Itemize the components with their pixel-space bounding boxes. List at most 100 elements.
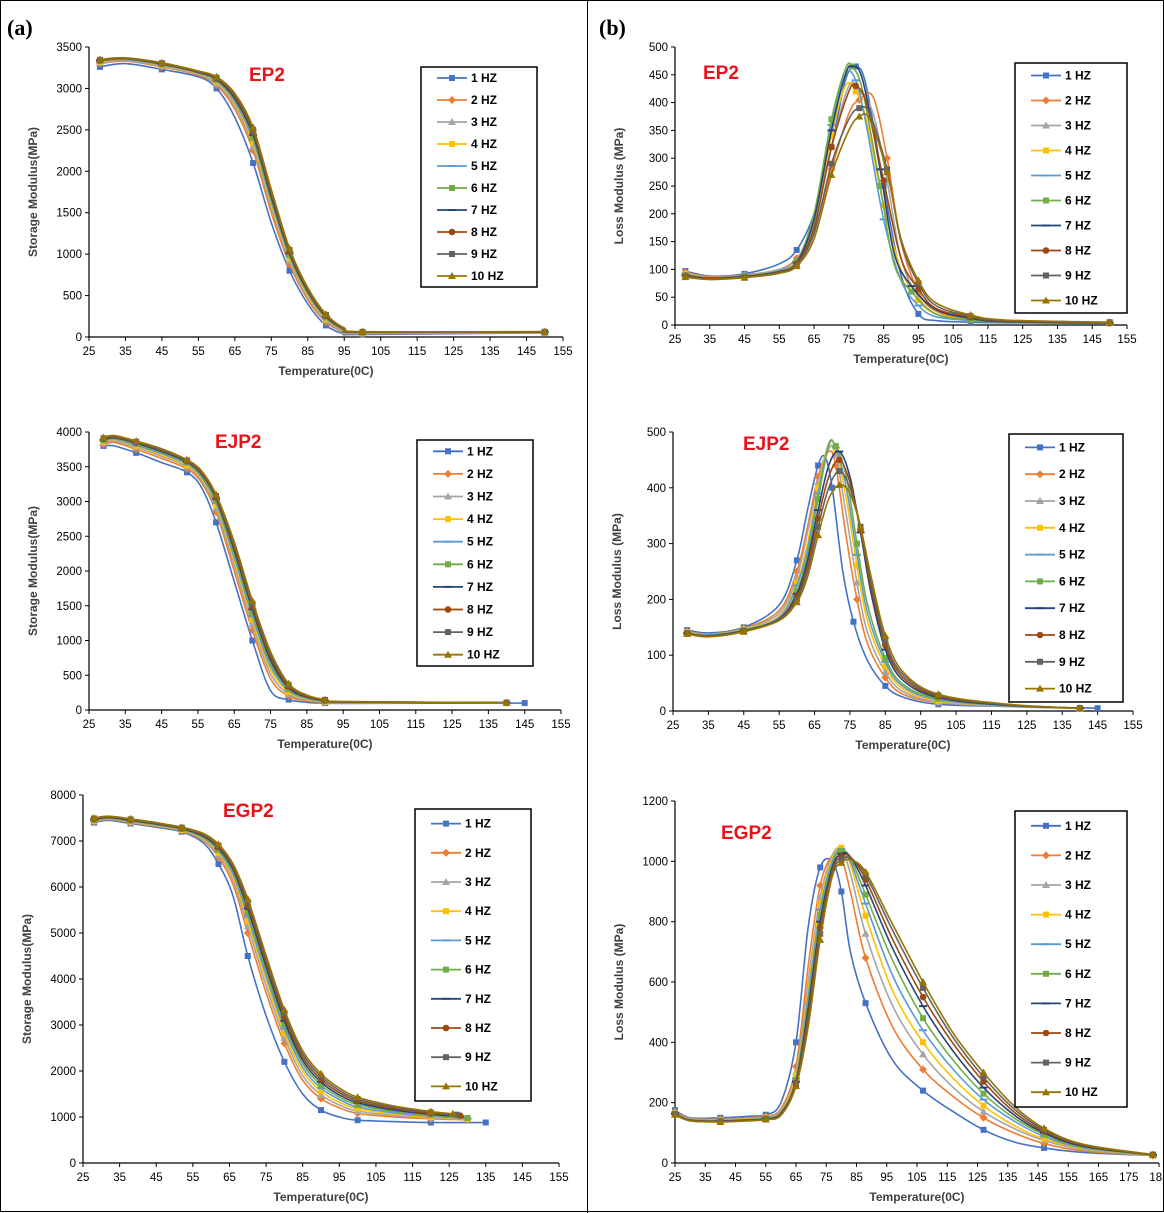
- x-axis-label: Temperature(0C): [869, 1190, 964, 1204]
- data-point: [853, 578, 861, 586]
- y-tick-label: 0: [76, 332, 82, 344]
- x-tick-label: 65: [223, 1172, 236, 1184]
- legend-label: 1 HZ: [1065, 819, 1091, 833]
- x-tick-label: 95: [337, 719, 350, 731]
- data-point: [250, 134, 257, 141]
- data-point: [854, 562, 860, 569]
- legend-label: 10 HZ: [471, 269, 504, 283]
- legend-marker: [445, 516, 451, 523]
- x-tick-label: 55: [759, 1172, 772, 1184]
- series-line-5-hz: [93, 817, 468, 1120]
- legend-marker: [1042, 1088, 1050, 1096]
- data-point: [248, 596, 257, 604]
- y-tick-label: 1200: [642, 796, 668, 808]
- chart-title: EJP2: [743, 434, 789, 455]
- x-tick-label: 45: [150, 1172, 163, 1184]
- legend-marker: [1037, 658, 1043, 665]
- data-point: [920, 1087, 927, 1094]
- legend-label: 6 HZ: [1065, 194, 1091, 208]
- legend-marker: [1042, 296, 1050, 304]
- legend-marker: [448, 96, 456, 104]
- series-line-8-hz: [93, 816, 461, 1117]
- legend-label: 5 HZ: [1065, 937, 1091, 951]
- legend-label: 5 HZ: [467, 535, 493, 549]
- legend-marker: [1043, 147, 1049, 154]
- data-point: [213, 519, 220, 526]
- legend-label: 10 HZ: [1059, 682, 1092, 696]
- data-point: [919, 1005, 928, 1008]
- x-tick-label: 85: [879, 720, 892, 732]
- series-line-9-hz: [93, 815, 457, 1116]
- legend-marker: [1042, 881, 1050, 888]
- data-point: [354, 1105, 361, 1112]
- legend-marker: [1043, 911, 1049, 918]
- data-point: [681, 273, 690, 281]
- data-point: [249, 123, 258, 131]
- legend-label: 8 HZ: [1059, 628, 1085, 642]
- x-tick-label: 145: [513, 1172, 532, 1184]
- x-tick-label: 55: [186, 1172, 199, 1184]
- y-tick-label: 1000: [642, 856, 668, 868]
- chart-ep2-loss-modulus: 0 50 100 150 200 250 300 350 400 450 500 25 35 45 55 65…: [612, 42, 1137, 366]
- legend-label: 2 HZ: [1065, 848, 1091, 862]
- x-tick-label: 95: [333, 1172, 346, 1184]
- data-point: [243, 915, 252, 918]
- y-tick-label: 4000: [56, 427, 82, 439]
- data-point: [882, 682, 889, 689]
- series-8-hz: [90, 815, 464, 1119]
- data-point: [828, 143, 835, 151]
- y-tick-label: 1000: [56, 249, 82, 261]
- legend-label: 7 HZ: [1059, 601, 1085, 615]
- data-point: [881, 648, 890, 651]
- y-tick-label: 450: [649, 70, 668, 82]
- x-tick-label: 45: [156, 346, 169, 358]
- x-axis-label: Temperature(0C): [853, 352, 948, 366]
- legend-label: 5 HZ: [1059, 548, 1085, 562]
- x-tick-label: 95: [912, 334, 925, 346]
- x-tick-label: 105: [371, 346, 390, 358]
- data-point: [883, 154, 892, 163]
- legend-marker: [445, 561, 451, 568]
- data-point: [979, 1113, 988, 1122]
- data-point: [877, 183, 884, 189]
- series-10-hz: [671, 858, 1157, 1158]
- data-point: [739, 627, 748, 635]
- data-point: [979, 1086, 988, 1089]
- legend-marker: [1043, 970, 1049, 977]
- data-point: [966, 310, 975, 318]
- data-point: [448, 1109, 457, 1117]
- y-tick-label: 2000: [56, 566, 82, 578]
- data-point: [861, 867, 870, 875]
- y-tick-label: 200: [647, 594, 666, 606]
- data-point: [1105, 318, 1114, 326]
- data-point: [317, 1090, 325, 1098]
- chart-title: EP2: [249, 65, 285, 86]
- series-10-hz: [95, 55, 549, 335]
- x-tick-label: 135: [479, 719, 498, 731]
- data-point: [881, 660, 890, 663]
- x-tick-label: 155: [1117, 334, 1136, 346]
- chart-title: EGP2: [223, 801, 274, 822]
- data-point: [212, 72, 221, 80]
- legend-marker: [1042, 851, 1050, 860]
- legend-label: 4 HZ: [1065, 908, 1091, 922]
- x-tick-label: 35: [119, 719, 132, 731]
- legend-box: [414, 808, 532, 1102]
- data-point: [815, 523, 822, 530]
- y-tick-label: 0: [70, 1158, 76, 1170]
- x-tick-label: 135: [1053, 720, 1072, 732]
- legend-marker: [1036, 553, 1044, 556]
- x-tick-label: 65: [808, 334, 821, 346]
- legend-label: 3 HZ: [1059, 494, 1085, 508]
- y-tick-label: 7000: [50, 836, 76, 848]
- y-tick-label: 2500: [56, 531, 82, 543]
- y-tick-label: 0: [662, 1158, 668, 1170]
- data-point: [318, 1081, 324, 1088]
- x-tick-label: 65: [228, 346, 241, 358]
- legend-label: 7 HZ: [471, 203, 497, 217]
- series-4-hz: [90, 817, 471, 1122]
- x-tick-label: 75: [264, 719, 277, 731]
- y-tick-label: 0: [76, 705, 82, 717]
- y-tick-label: 0: [660, 706, 666, 718]
- series-5-hz: [89, 817, 472, 1120]
